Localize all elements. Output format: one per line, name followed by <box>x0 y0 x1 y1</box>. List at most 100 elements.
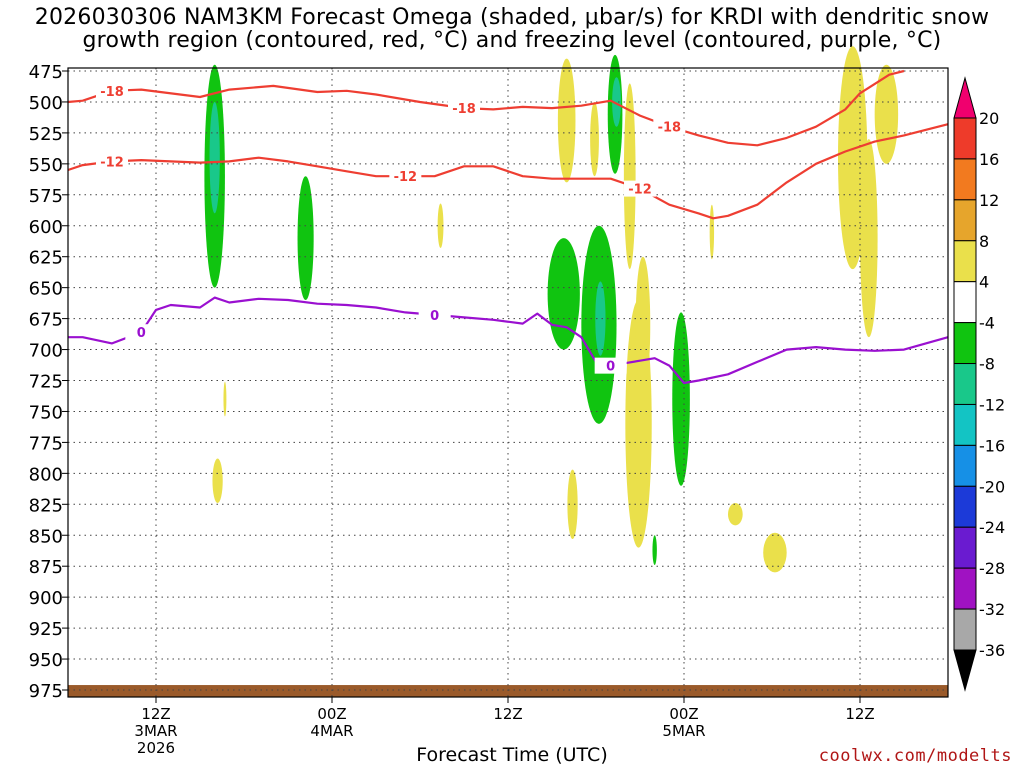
colorbar-box-11 <box>953 526 977 569</box>
contour-label-bg-0-2 <box>653 118 686 135</box>
chart-title: 2026030306 NAM3KM Forecast Omega (shaded… <box>0 6 1024 52</box>
contour-label-bg-0-0 <box>96 82 128 99</box>
omega-region-14 <box>635 256 651 393</box>
grid-lines <box>68 68 948 697</box>
colorbar-box-7 <box>953 363 977 405</box>
y-tick-label-575: 575 <box>29 186 63 207</box>
x-tick-label-4-0: 12Z <box>845 705 874 723</box>
contour-label-bg-0-1 <box>448 100 480 117</box>
contour-label-0-0: -18 <box>100 85 124 100</box>
omega-region-4 <box>612 77 621 127</box>
y-tick-label-850: 850 <box>29 526 63 547</box>
x-tick-label-3-0: 00Z <box>669 705 698 723</box>
colorbar-label-12: -32 <box>979 600 1005 619</box>
x-tick-label-2-0: 12Z <box>493 705 522 723</box>
omega-region-15 <box>709 204 715 260</box>
omega-shaded-regions <box>204 46 899 573</box>
colorbar-label-13: -36 <box>979 641 1005 660</box>
contour-label-bg-1-0 <box>96 153 128 170</box>
contour-line-2 <box>68 296 949 385</box>
colorbar-label-10: -24 <box>979 518 1005 537</box>
omega-region-24 <box>874 64 899 164</box>
colorbar-box-4 <box>953 240 977 283</box>
colorbar-label-3: 8 <box>979 232 989 251</box>
colorbar-box-1 <box>953 117 977 160</box>
contour-lines: -18 -18 -18 -12 -12 -12 0 0 0 <box>67 69 949 385</box>
terrain-band <box>68 685 948 697</box>
y-tick-label-925: 925 <box>29 619 63 640</box>
omega-region-8 <box>672 312 690 486</box>
omega-region-10 <box>557 58 576 183</box>
colorbar-bottom-arrow <box>953 649 977 692</box>
y-tick-label-775: 775 <box>29 433 63 454</box>
x-axis-title: Forecast Time (UTC) <box>416 744 608 766</box>
x-tick-label-3-1: 5MAR <box>662 722 705 740</box>
y-tick-label-625: 625 <box>29 248 63 269</box>
y-tick-label-525: 525 <box>29 124 63 145</box>
omega-region-23 <box>860 139 878 338</box>
colorbar-box-8 <box>953 403 977 446</box>
x-tick-label-0-0: 12Z <box>141 705 170 723</box>
colorbar-label-8: -16 <box>979 436 1005 455</box>
omega-region-19 <box>567 469 578 539</box>
contour-label-bg-2-0 <box>125 324 158 341</box>
colorbar-box-3 <box>953 199 977 242</box>
y-tick-label-550: 550 <box>29 155 63 176</box>
x-tick-label-0-1: 3MAR <box>134 722 177 740</box>
colorbar-box-13 <box>953 608 977 651</box>
y-tick-label-600: 600 <box>29 217 63 238</box>
y-tick-label-975: 975 <box>29 681 63 702</box>
colorbar-label-2: 12 <box>979 191 999 210</box>
contour-label-2-1: 0 <box>430 309 439 324</box>
colorbar-box-12 <box>953 567 977 610</box>
omega-region-7 <box>595 281 606 356</box>
contour-line-1 <box>67 123 949 220</box>
y-tick-label-725: 725 <box>29 372 63 393</box>
omega-region-21 <box>763 532 787 573</box>
colorbar-box-9 <box>953 444 977 487</box>
x-tick-label-1-0: 00Z <box>317 705 346 723</box>
y-tick-label-750: 750 <box>29 402 63 423</box>
colorbar-label-4: 4 <box>979 273 989 292</box>
contour-label-1-0: -12 <box>100 155 124 170</box>
colorbar-label-0: 20 <box>979 109 999 128</box>
colorbar-label-11: -28 <box>979 559 1005 578</box>
omega-region-11 <box>590 101 599 177</box>
colorbar-label-9: -20 <box>979 477 1005 496</box>
colorbar-label-5: -4 <box>979 314 995 333</box>
omega-region-9 <box>652 535 657 565</box>
y-tick-label-800: 800 <box>29 464 63 485</box>
omega-region-16 <box>437 203 444 249</box>
contour-label-0-1: -18 <box>452 102 476 117</box>
colorbar: 20 16 12 8 4 -4 -8 -12 -16 -20 -24 -28 -32 -36 <box>953 76 1005 692</box>
contour-label-2-0: 0 <box>137 326 146 341</box>
y-tick-label-825: 825 <box>29 495 63 516</box>
colorbar-top-arrow <box>953 76 977 119</box>
terrain-fill <box>68 685 948 697</box>
chart-title-line-1: 2026030306 NAM3KM Forecast Omega (shaded… <box>34 5 990 30</box>
x-tick-label-0-2: 2026 <box>137 739 175 757</box>
chart-title-line-2: growth region (contoured, red, °C) and f… <box>82 28 942 53</box>
contour-label-bg-2-1 <box>418 306 451 323</box>
colorbar-label-1: 16 <box>979 150 999 169</box>
y-tick-label-950: 950 <box>29 650 63 671</box>
contour-label-bg-1-1 <box>389 168 422 185</box>
credit-link[interactable]: coolwx.com/modelts <box>818 746 1012 766</box>
omega-region-5 <box>547 238 580 350</box>
colorbar-box-2 <box>953 158 977 201</box>
contour-label-1-1: -12 <box>394 170 418 185</box>
y-tick-label-475: 475 <box>29 62 63 83</box>
omega-region-2 <box>297 176 314 301</box>
x-tick-label-1-1: 4MAR <box>310 722 353 740</box>
contour-label-2-2: 0 <box>606 360 615 375</box>
y-tick-label-900: 900 <box>29 588 63 609</box>
colorbar-box-10 <box>953 485 977 528</box>
y-tick-label-875: 875 <box>29 557 63 578</box>
omega-region-17 <box>223 381 227 417</box>
omega-region-18 <box>212 458 223 504</box>
y-axis-tick-labels: 475 500 525 550 575 600 625 650 675 700 725 750 775 8… <box>29 62 68 702</box>
omega-region-1 <box>209 101 220 214</box>
contour-label-1-2: -12 <box>628 183 652 198</box>
